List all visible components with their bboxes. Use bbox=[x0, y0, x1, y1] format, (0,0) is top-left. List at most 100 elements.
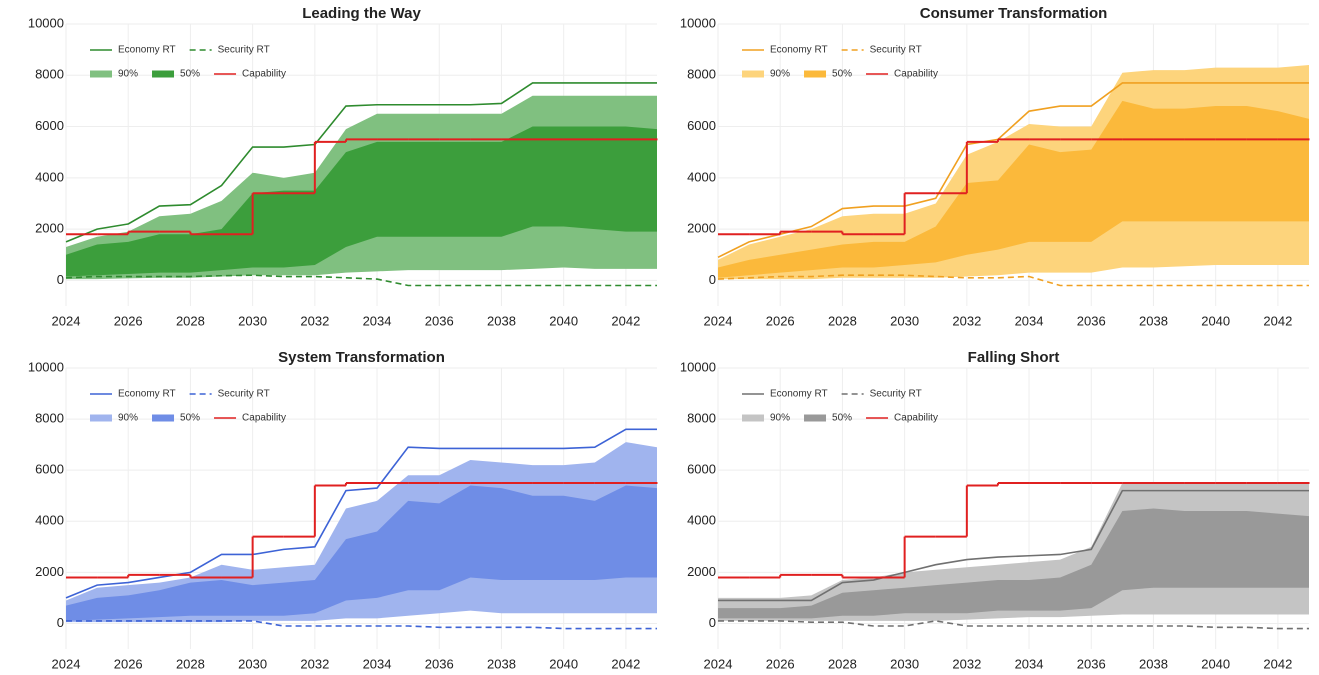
x-tick-label: 2034 bbox=[1015, 656, 1044, 671]
chart-title: Leading the Way bbox=[302, 5, 421, 22]
y-tick-label: 2000 bbox=[35, 564, 64, 579]
legend-label: 90% bbox=[770, 413, 790, 424]
y-tick-label: 4000 bbox=[687, 169, 716, 184]
x-tick-label: 2024 bbox=[52, 656, 81, 671]
x-tick-label: 2034 bbox=[1015, 313, 1044, 328]
legend-label: 50% bbox=[180, 69, 200, 80]
x-tick-label: 2028 bbox=[176, 656, 205, 671]
y-tick-label: 0 bbox=[57, 615, 64, 630]
x-tick-label: 2030 bbox=[890, 313, 919, 328]
legend-label: Security RT bbox=[870, 389, 922, 400]
legend-label: 90% bbox=[770, 69, 790, 80]
y-tick-label: 4000 bbox=[35, 513, 64, 528]
y-tick-label: 6000 bbox=[687, 118, 716, 133]
series-line bbox=[65, 428, 657, 599]
legend-label: 90% bbox=[118, 69, 138, 80]
y-tick-label: 2000 bbox=[687, 564, 716, 579]
x-tick-label: 2042 bbox=[611, 656, 640, 671]
panel: Leading the Way 0 2000 4000 6000 8000 10000 202… bbox=[28, 5, 658, 328]
x-tick-label: 2024 bbox=[52, 313, 81, 328]
x-tick-label: 2026 bbox=[114, 313, 143, 328]
x-tick-label: 2032 bbox=[952, 313, 981, 328]
y-tick-label: 6000 bbox=[35, 118, 64, 133]
legend-label: 90% bbox=[118, 413, 138, 424]
x-tick-label: 2038 bbox=[1139, 656, 1168, 671]
y-tick-label: 2000 bbox=[35, 221, 64, 236]
legend-label: Capability bbox=[242, 413, 286, 424]
x-tick-label: 2026 bbox=[114, 656, 143, 671]
x-tick-label: 2028 bbox=[176, 313, 205, 328]
x-tick-label: 2026 bbox=[766, 656, 795, 671]
x-tick-label: 2028 bbox=[828, 313, 857, 328]
legend-label: Economy RT bbox=[118, 389, 176, 400]
chart-title: Consumer Transformation bbox=[920, 5, 1108, 22]
x-tick-label: 2042 bbox=[611, 313, 640, 328]
panel: System Transformation 0 2000 4000 6000 8000 10… bbox=[28, 349, 658, 671]
series-line bbox=[717, 82, 1309, 259]
y-tick-label: 8000 bbox=[35, 411, 64, 426]
y-tick-label: 4000 bbox=[687, 513, 716, 528]
x-tick-label: 2036 bbox=[425, 313, 454, 328]
y-tick-label: 0 bbox=[709, 272, 716, 287]
x-tick-label: 2038 bbox=[487, 313, 516, 328]
legend-label: Capability bbox=[894, 69, 938, 80]
x-tick-label: 2030 bbox=[890, 656, 919, 671]
x-tick-label: 2042 bbox=[1263, 313, 1292, 328]
y-tick-label: 10000 bbox=[28, 15, 64, 30]
series-line bbox=[65, 82, 657, 243]
x-tick-label: 2040 bbox=[549, 313, 578, 328]
legend-label: Capability bbox=[894, 413, 938, 424]
series-line bbox=[717, 274, 1309, 287]
legend-label: Security RT bbox=[218, 389, 270, 400]
legend-label: 50% bbox=[832, 69, 852, 80]
panel: Falling Short 0 2000 4000 6000 8000 10000 2024 2… bbox=[680, 349, 1310, 671]
legend-label: Economy RT bbox=[770, 389, 828, 400]
series-line bbox=[718, 489, 1309, 602]
legend-label: 50% bbox=[180, 413, 200, 424]
y-tick-label: 8000 bbox=[687, 411, 716, 426]
x-tick-label: 2038 bbox=[1139, 313, 1168, 328]
legend-label: Economy RT bbox=[118, 45, 176, 56]
legend-label: Security RT bbox=[218, 45, 270, 56]
x-tick-label: 2030 bbox=[238, 656, 267, 671]
x-tick-label: 2040 bbox=[549, 656, 578, 671]
y-tick-label: 10000 bbox=[680, 359, 716, 374]
band bbox=[66, 485, 657, 621]
x-tick-label: 2042 bbox=[1263, 656, 1292, 671]
band bbox=[718, 508, 1309, 619]
legend-label: Capability bbox=[242, 69, 286, 80]
x-tick-label: 2040 bbox=[1201, 313, 1230, 328]
y-tick-label: 0 bbox=[709, 615, 716, 630]
x-tick-label: 2032 bbox=[300, 656, 329, 671]
panel: Consumer Transformation 0 2000 4000 6000 8000… bbox=[680, 5, 1310, 328]
y-tick-label: 2000 bbox=[687, 221, 716, 236]
x-tick-label: 2034 bbox=[363, 313, 392, 328]
y-tick-label: 8000 bbox=[35, 67, 64, 82]
y-tick-label: 8000 bbox=[687, 67, 716, 82]
legend-label: 50% bbox=[832, 413, 852, 424]
chart-title: Falling Short bbox=[968, 349, 1060, 366]
y-tick-label: 4000 bbox=[35, 169, 64, 184]
y-tick-label: 6000 bbox=[687, 462, 716, 477]
x-tick-label: 2040 bbox=[1201, 656, 1230, 671]
x-tick-label: 2032 bbox=[300, 313, 329, 328]
x-tick-label: 2024 bbox=[704, 656, 733, 671]
y-tick-label: 6000 bbox=[35, 462, 64, 477]
y-tick-label: 10000 bbox=[680, 15, 716, 30]
band bbox=[718, 100, 1309, 278]
x-tick-label: 2030 bbox=[238, 313, 267, 328]
series-line bbox=[718, 620, 1309, 630]
x-tick-label: 2028 bbox=[828, 656, 857, 671]
x-tick-label: 2036 bbox=[1077, 656, 1106, 671]
chart-title: System Transformation bbox=[278, 349, 445, 366]
series-line bbox=[65, 274, 657, 287]
band bbox=[66, 126, 657, 277]
y-tick-label: 10000 bbox=[28, 359, 64, 374]
legend-label: Security RT bbox=[870, 45, 922, 56]
x-tick-label: 2034 bbox=[363, 656, 392, 671]
x-tick-label: 2024 bbox=[704, 313, 733, 328]
x-tick-label: 2036 bbox=[425, 656, 454, 671]
x-tick-label: 2026 bbox=[766, 313, 795, 328]
y-tick-label: 0 bbox=[57, 272, 64, 287]
